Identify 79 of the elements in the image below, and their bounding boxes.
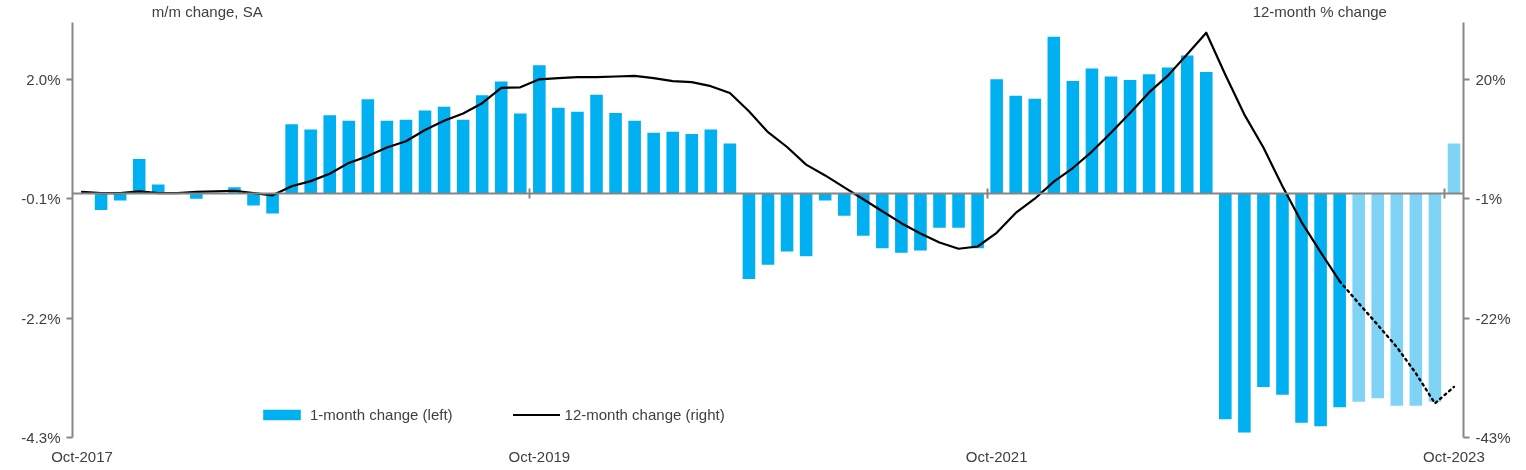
bar [1085,68,1099,194]
bar [342,120,356,194]
bar [1295,193,1308,423]
bar [1123,79,1137,194]
bar [1199,71,1213,194]
bar [552,107,565,194]
bar [1028,98,1042,194]
bar [437,106,451,194]
bar [933,193,946,228]
bar [1447,143,1461,194]
y2-tick-label: -1% [1475,190,1503,208]
bar [285,124,298,194]
bar [990,79,1003,194]
y-tick-label: -4.3% [21,429,61,446]
bar [876,193,889,249]
bar [1238,193,1251,433]
bar [456,119,470,194]
bar [304,129,317,194]
bar [1180,55,1194,194]
bar [1352,193,1365,402]
y2-axis-title: 12-month % change [1252,3,1387,20]
bar [761,193,775,265]
bar [1047,36,1061,194]
y-tick-label: -0.1% [21,190,61,208]
bar [685,133,699,194]
bar [1142,74,1156,194]
legend-label: 1-month change (left) [310,406,453,423]
x-tick-label: Oct-2019 [508,447,571,465]
legend-label: 12-month change (right) [564,406,725,423]
y-axis-title: m/m change, SA [151,3,263,20]
bar [628,120,641,194]
x-tick-label: Oct-2017 [51,447,113,465]
y2-tick-label: -22% [1475,309,1511,327]
bar [609,112,622,194]
x-tick-label: Oct-2021 [965,447,1028,465]
y-tick-label: 2.0% [26,70,61,88]
bar [742,193,756,279]
bar [1276,193,1289,395]
bar [247,193,260,206]
bar [1333,193,1346,408]
bar [1371,193,1385,399]
bar [361,99,375,194]
bar [514,113,527,194]
bar [704,129,718,194]
bar [323,115,337,194]
bar [1314,193,1327,427]
bar [1257,193,1270,387]
bar [1428,193,1442,402]
x-tick-label: Oct-2023 [1423,447,1485,465]
bar [837,193,851,216]
bar [494,81,508,194]
bar [590,94,603,194]
bar [914,193,927,251]
bar [1009,95,1022,194]
bar [1161,67,1175,194]
bar [418,110,432,194]
bar [1409,193,1423,406]
bar [971,193,984,249]
bar [380,120,394,194]
bar [799,193,813,257]
bar [780,193,794,252]
y-tick-label: -2.2% [21,309,61,327]
bar [895,193,908,253]
bar [1066,81,1080,194]
bar [399,119,413,194]
bar [1104,76,1118,194]
bar [533,65,546,194]
bar [666,131,680,194]
bar [952,193,965,228]
bar [571,111,584,194]
bar [1390,193,1404,406]
bar [1219,193,1232,420]
bar [723,143,737,194]
bar [647,132,660,194]
bar [266,193,279,214]
bar [475,95,489,194]
y2-tick-label: -43% [1475,429,1511,446]
bar [856,193,870,236]
y2-tick-label: 20% [1475,70,1506,88]
